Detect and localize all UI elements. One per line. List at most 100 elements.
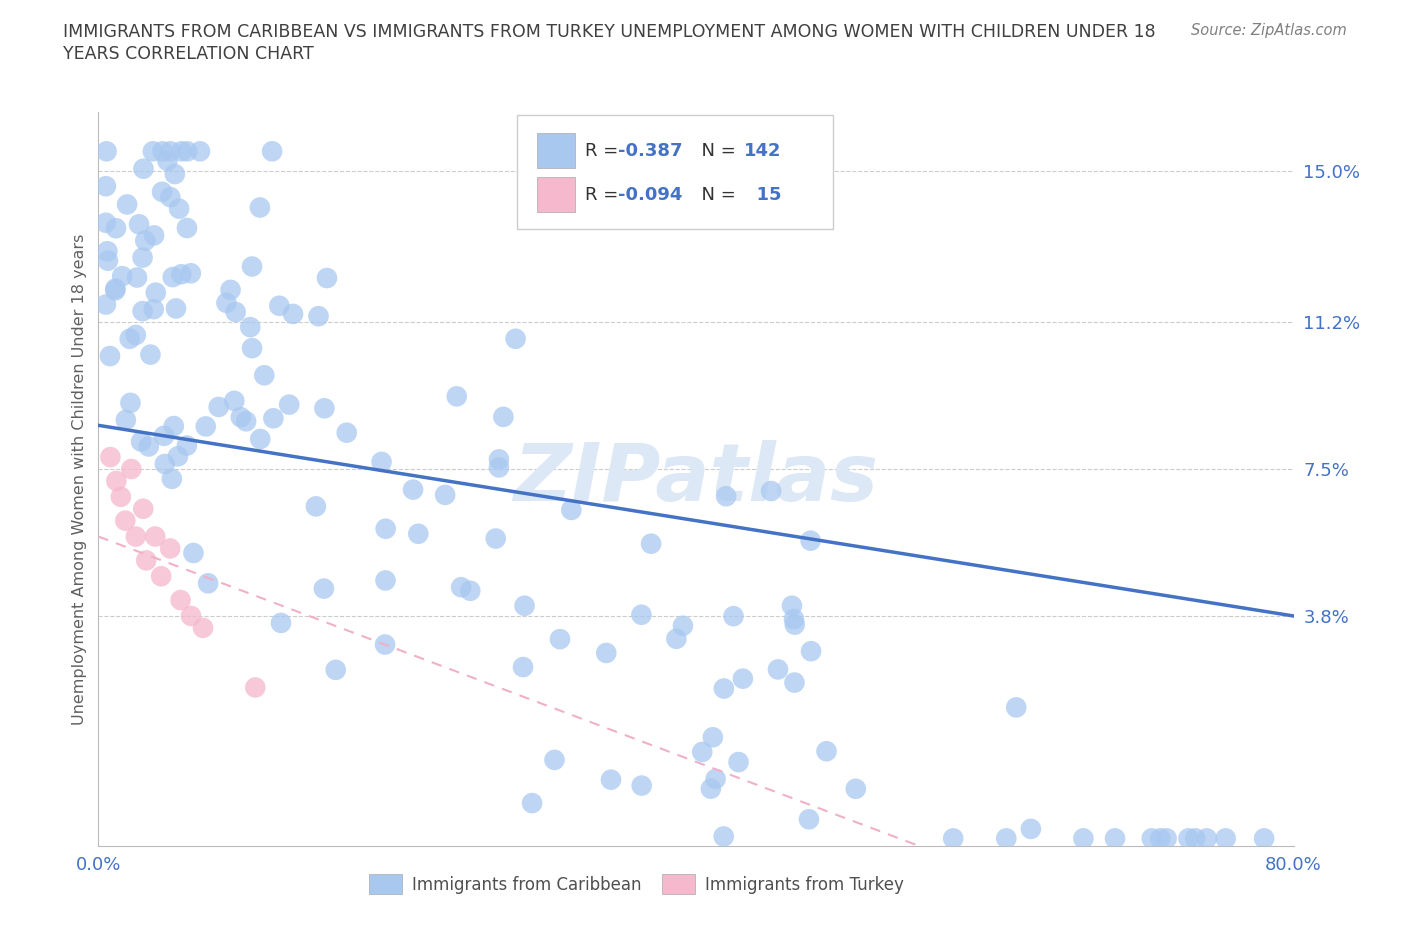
Text: R =: R = — [585, 141, 624, 160]
Point — [167, 449, 190, 464]
Point — [450, 579, 472, 594]
Point — [169, 592, 191, 607]
Point — [458, 583, 481, 598]
Point — [1149, 830, 1171, 845]
Point — [94, 297, 117, 312]
Point — [170, 144, 193, 159]
Point — [150, 569, 173, 584]
Point — [138, 439, 160, 454]
Point — [143, 228, 166, 243]
Point — [1073, 830, 1095, 845]
Point — [131, 304, 153, 319]
Point — [278, 397, 301, 412]
Point — [1140, 830, 1163, 845]
Point — [239, 320, 262, 335]
Point — [560, 502, 582, 517]
Point — [759, 484, 782, 498]
Point — [845, 781, 868, 796]
Point — [159, 541, 181, 556]
Point — [336, 425, 359, 440]
Point — [134, 233, 156, 248]
Point — [224, 393, 246, 408]
Point — [159, 144, 181, 159]
Text: YEARS CORRELATION CHART: YEARS CORRELATION CHART — [63, 45, 314, 62]
Point — [120, 461, 142, 476]
Point — [488, 460, 510, 475]
Point — [142, 301, 165, 316]
Point — [702, 730, 724, 745]
Point — [783, 618, 806, 632]
Point — [150, 184, 173, 199]
Point — [132, 501, 155, 516]
Point — [97, 253, 120, 268]
Point — [208, 400, 231, 415]
Point — [1253, 830, 1275, 845]
Point — [374, 637, 396, 652]
Point — [153, 457, 176, 472]
Point — [281, 307, 304, 322]
Point — [129, 434, 152, 449]
Point — [176, 220, 198, 235]
Point — [115, 197, 138, 212]
Point — [714, 489, 737, 504]
Point — [114, 513, 136, 528]
Point — [235, 414, 257, 429]
Point — [152, 144, 174, 159]
Point — [800, 533, 823, 548]
Point — [704, 772, 727, 787]
Point — [723, 609, 745, 624]
Point — [1195, 830, 1218, 845]
Point — [191, 620, 214, 635]
Point — [513, 598, 536, 613]
Point — [505, 331, 527, 346]
Point — [225, 304, 247, 319]
Point — [219, 283, 242, 298]
Point — [630, 778, 652, 793]
Point — [111, 269, 134, 284]
Point — [595, 645, 617, 660]
Point — [240, 340, 263, 355]
Point — [640, 537, 662, 551]
Point — [316, 271, 339, 286]
Point — [1156, 830, 1178, 845]
Point — [700, 781, 723, 796]
Point — [600, 772, 623, 787]
Point — [125, 529, 148, 544]
Point — [942, 830, 965, 845]
Bar — [537, 177, 575, 212]
Point — [94, 216, 117, 231]
Point — [408, 526, 430, 541]
Y-axis label: Unemployment Among Women with Children Under 18 years: Unemployment Among Women with Children U… — [72, 233, 87, 724]
Point — [162, 270, 184, 285]
Point — [713, 829, 735, 844]
Point — [262, 411, 284, 426]
Point — [1019, 821, 1042, 836]
Point — [249, 200, 271, 215]
Point — [120, 395, 142, 410]
Point — [305, 498, 328, 513]
Point — [1104, 830, 1126, 845]
Point — [163, 166, 186, 181]
Point — [370, 455, 392, 470]
Text: 142: 142 — [744, 141, 782, 160]
Point — [105, 220, 128, 235]
Point — [488, 452, 510, 467]
Point — [485, 531, 508, 546]
Point — [630, 607, 652, 622]
Point — [159, 190, 181, 205]
Text: 15: 15 — [744, 186, 782, 204]
Point — [145, 286, 167, 300]
Point — [269, 299, 291, 313]
Point — [96, 244, 118, 259]
Point — [543, 752, 565, 767]
Point — [731, 671, 754, 686]
Point — [98, 450, 122, 465]
Point — [176, 438, 198, 453]
Point — [308, 309, 330, 324]
Point — [1005, 700, 1028, 715]
Point — [142, 144, 165, 159]
Point — [110, 489, 132, 504]
Text: IMMIGRANTS FROM CARIBBEAN VS IMMIGRANTS FROM TURKEY UNEMPLOYMENT AMONG WOMEN WIT: IMMIGRANTS FROM CARIBBEAN VS IMMIGRANTS … — [63, 23, 1156, 41]
Point — [1177, 830, 1199, 845]
Point — [995, 830, 1018, 845]
